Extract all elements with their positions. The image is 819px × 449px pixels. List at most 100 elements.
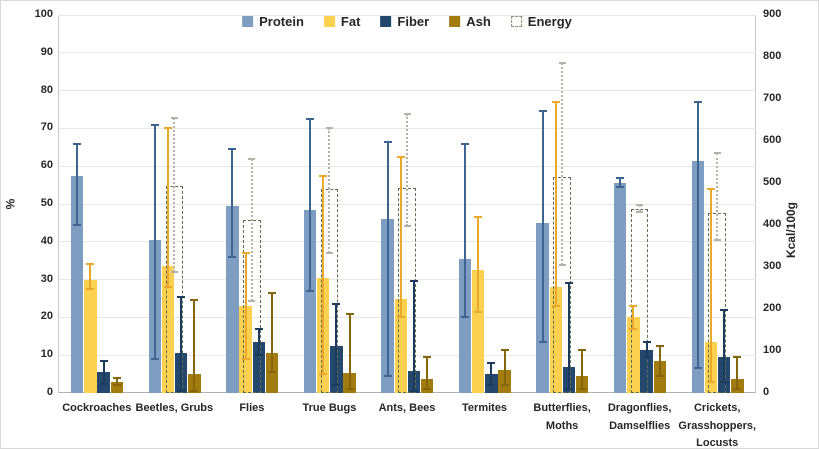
bar-fiber	[640, 349, 653, 393]
error-bar-ash	[503, 349, 506, 386]
legend-label: Protein	[259, 14, 304, 29]
error-bar-protein	[386, 141, 389, 376]
legend-label: Fat	[340, 14, 361, 29]
error-cap	[228, 148, 237, 151]
legend-item-protein: Protein	[242, 14, 304, 29]
error-cap	[565, 282, 573, 285]
error-cap	[565, 388, 573, 391]
error-bar-ash	[581, 349, 584, 390]
legend-item-energy: Energy	[510, 14, 572, 29]
error-bar-protein	[464, 143, 467, 318]
error-cap	[500, 384, 509, 387]
error-cap-energy	[403, 225, 411, 228]
legend-swatch-fat-icon	[323, 16, 335, 27]
error-cap-energy	[636, 211, 644, 214]
error-cap	[112, 376, 121, 379]
error-bar-fiber	[568, 283, 570, 390]
error-bar-fiber	[490, 362, 493, 386]
error-cap	[73, 142, 82, 145]
error-cap-energy	[713, 239, 721, 242]
error-cap	[616, 185, 625, 188]
error-bar-fiber	[257, 328, 260, 356]
error-cap	[150, 357, 159, 360]
bar-ash	[110, 381, 124, 393]
error-cap	[319, 373, 328, 376]
legend-item-fiber: Fiber	[380, 14, 429, 29]
legend: Protein Fat Fiber Ash Energy	[242, 14, 572, 29]
error-cap	[99, 359, 108, 362]
error-bar-protein	[696, 101, 699, 369]
error-bar-fat	[399, 156, 402, 318]
error-cap	[267, 291, 276, 294]
gridline	[58, 241, 756, 243]
bar-protein	[71, 175, 84, 393]
error-cap	[345, 388, 354, 391]
error-cap	[241, 357, 250, 360]
error-cap	[345, 312, 354, 315]
error-bar-fiber	[102, 360, 105, 384]
error-cap	[254, 354, 263, 357]
error-cap-energy	[558, 263, 566, 266]
gridline	[58, 90, 756, 92]
error-cap	[112, 384, 121, 387]
error-cap	[86, 263, 95, 266]
error-bar-energy	[328, 128, 331, 254]
error-cap	[99, 382, 108, 385]
error-bar-energy	[173, 117, 176, 273]
error-cap	[409, 390, 418, 393]
x-axis-category-label: Flies	[239, 402, 265, 414]
error-bar-fat	[322, 175, 325, 375]
error-cap	[150, 123, 159, 126]
error-bar-ash	[115, 377, 118, 386]
y-axis-tick-label: 10	[40, 348, 53, 361]
error-cap-energy	[248, 299, 256, 302]
right-axis-title: Kcal/100g	[784, 201, 798, 259]
error-bar-protein	[231, 149, 234, 257]
error-bar-energy	[716, 153, 719, 241]
bar-fat	[627, 317, 640, 393]
gridline	[58, 354, 756, 356]
error-cap	[578, 348, 587, 351]
error-bar-fiber	[412, 281, 415, 392]
error-cap-energy	[558, 62, 566, 65]
error-cap	[720, 308, 729, 311]
gridline	[58, 316, 756, 318]
error-cap	[177, 390, 186, 393]
error-cap	[190, 390, 199, 393]
y2-axis-tick-label: 100	[763, 344, 782, 356]
error-cap	[629, 305, 638, 308]
error-cap	[409, 280, 418, 283]
error-bar-fat	[477, 217, 480, 312]
error-cap	[461, 316, 470, 319]
error-bar-protein	[619, 177, 622, 187]
bar-fat	[84, 279, 97, 393]
error-bar-ash	[270, 292, 273, 373]
error-bar-fiber	[645, 341, 648, 358]
bar-protein	[303, 209, 317, 393]
y2-axis-tick-label: 500	[763, 176, 782, 188]
error-bar-fat	[244, 253, 247, 359]
bar-protein	[226, 205, 239, 393]
error-cap	[706, 380, 715, 383]
x-axis-category-label: Butterflies, Moths	[533, 402, 591, 432]
error-cap-energy	[636, 203, 644, 206]
x-axis-category-label: Dragonflies, Damselflies	[607, 402, 672, 432]
error-cap	[578, 388, 587, 391]
y2-axis-tick-label: 900	[763, 8, 782, 20]
error-cap	[642, 340, 651, 343]
error-cap	[720, 380, 729, 383]
x-axis-category-label: Cockroaches	[62, 402, 132, 414]
y2-axis-tick-label: 200	[763, 302, 782, 314]
gridline	[58, 52, 756, 54]
y-axis-tick-label: 60	[40, 159, 53, 172]
y2-axis-tick-label: 600	[763, 134, 782, 146]
error-cap	[383, 374, 392, 377]
error-cap	[487, 384, 496, 387]
bar-fat	[394, 298, 407, 393]
legend-swatch-fiber-icon	[380, 16, 392, 27]
error-cap	[693, 367, 702, 370]
error-cap	[538, 110, 547, 113]
error-bar-energy	[250, 158, 253, 301]
error-cap-energy	[248, 157, 256, 160]
error-cap	[474, 310, 483, 313]
